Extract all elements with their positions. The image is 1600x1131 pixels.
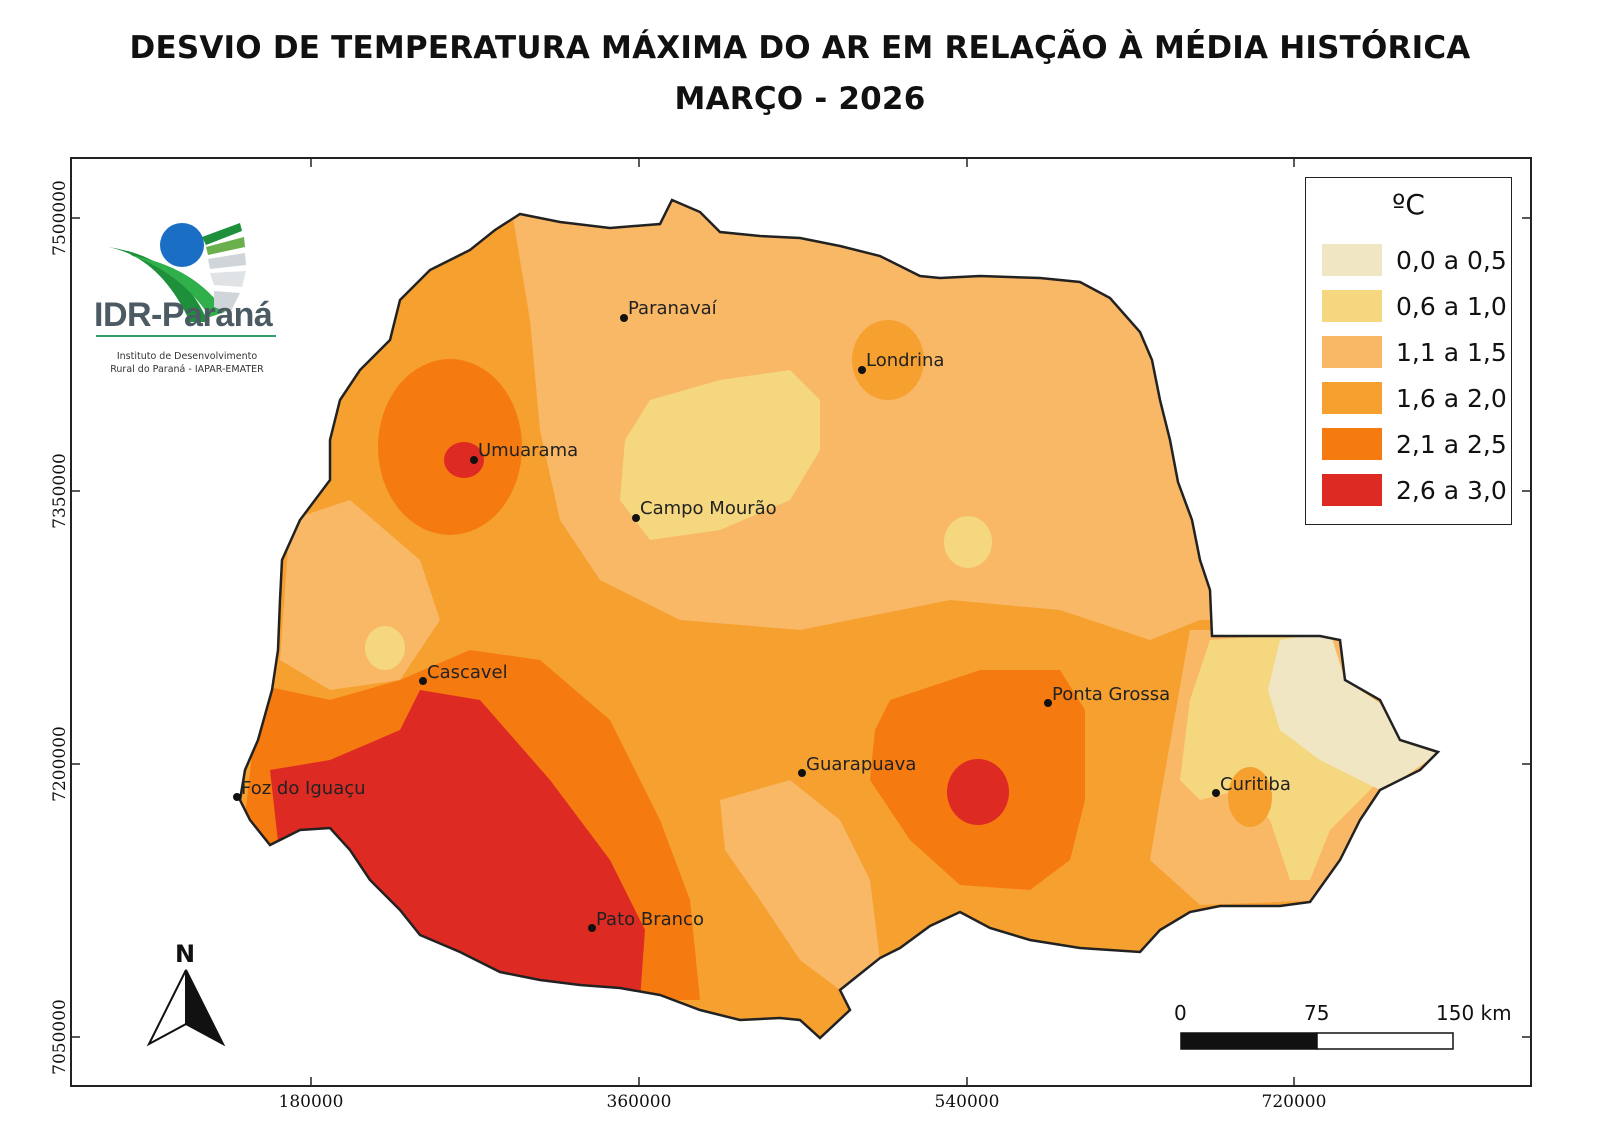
- city-dot-foz-do-iguacu: [233, 793, 241, 801]
- scale-label-0: 0: [1174, 1001, 1187, 1025]
- logo-subtitle-line2: Rural do Paraná - IAPAR-EMATER: [110, 364, 264, 375]
- city-label-cascavel: Cascavel: [427, 662, 508, 683]
- legend-item: 0,6 a 1,0: [1316, 290, 1507, 324]
- legend-item: 1,1 a 1,5: [1316, 336, 1507, 370]
- x-tick-label: 720000: [1261, 1092, 1327, 1112]
- city-dot-cascavel: [419, 677, 427, 685]
- legend-label: 1,1 a 1,5: [1396, 338, 1507, 367]
- city-label-umuarama: Umuarama: [478, 440, 579, 461]
- y-tick-label: 7350000: [50, 453, 70, 529]
- map-title: DESVIO DE TEMPERATURA MÁXIMA DO AR EM RE…: [129, 30, 1471, 66]
- city-label-curitiba: Curitiba: [1220, 774, 1291, 795]
- legend-item: 1,6 a 2,0: [1316, 382, 1507, 416]
- legend-label: 2,1 a 2,5: [1396, 430, 1507, 459]
- scale-label-75: 75: [1304, 1001, 1330, 1025]
- legend-label: 1,6 a 2,0: [1396, 384, 1507, 413]
- legend-swatch: [1322, 428, 1382, 460]
- x-tick-label: 360000: [606, 1092, 672, 1112]
- north-arrow-icon: [146, 969, 226, 1047]
- legend-swatch: [1322, 382, 1382, 414]
- city-label-foz-do-iguacu: Foz do Iguaçu: [241, 778, 366, 799]
- legend-item: 0,0 a 0,5: [1316, 244, 1507, 278]
- logo-subtitle-line1: Instituto de Desenvolvimento: [116, 351, 258, 362]
- legend-swatch: [1322, 244, 1382, 276]
- logo-name: IDR-Paraná: [94, 296, 273, 334]
- legend-item: 2,1 a 2,5: [1316, 428, 1507, 462]
- city-label-pato-branco: Pato Branco: [596, 909, 704, 930]
- legend-swatch: [1322, 336, 1382, 368]
- city-label-ponta-grossa: Ponta Grossa: [1052, 684, 1171, 705]
- legend-item: 2,6 a 3,0: [1316, 474, 1507, 508]
- scale-bar: [1180, 1032, 1454, 1050]
- city-label-campo-mourao: Campo Mourão: [640, 498, 777, 519]
- city-dot-londrina: [858, 366, 866, 374]
- y-tick-label: 7200000: [50, 726, 70, 802]
- city-dot-curitiba: [1212, 789, 1220, 797]
- legend-label: 2,6 a 3,0: [1396, 476, 1507, 505]
- legend-swatch: [1322, 290, 1382, 322]
- city-dot-pato-branco: [588, 924, 596, 932]
- city-dot-ponta-grossa: [1044, 699, 1052, 707]
- city-dot-umuarama: [470, 456, 478, 464]
- legend-title: ºC: [1392, 188, 1425, 221]
- city-dot-campo-mourao: [632, 514, 640, 522]
- city-label-paranavai: Paranavaí: [628, 298, 717, 319]
- x-tick-label: 180000: [278, 1092, 344, 1112]
- north-label: N: [175, 940, 196, 968]
- y-tick-label: 7050000: [50, 999, 70, 1075]
- legend-swatch: [1322, 474, 1382, 506]
- map-legend: ºC 0,0 a 0,5 0,6 a 1,0 1,1 a 1,5 1,6 a 2…: [1305, 177, 1512, 525]
- idr-parana-logo-icon: [108, 223, 246, 322]
- city-dot-guarapuava: [798, 769, 806, 777]
- city-label-guarapuava: Guarapuava: [806, 754, 917, 775]
- city-label-londrina: Londrina: [866, 350, 945, 371]
- scale-label-150: 150 km: [1436, 1001, 1512, 1025]
- legend-label: 0,6 a 1,0: [1396, 292, 1507, 321]
- x-tick-label: 540000: [934, 1092, 1000, 1112]
- map-subtitle: MARÇO - 2026: [674, 81, 926, 117]
- logo-divider: [96, 335, 276, 337]
- y-tick-label: 7500000: [50, 180, 70, 256]
- city-dot-paranavai: [620, 314, 628, 322]
- legend-label: 0,0 a 0,5: [1396, 246, 1507, 275]
